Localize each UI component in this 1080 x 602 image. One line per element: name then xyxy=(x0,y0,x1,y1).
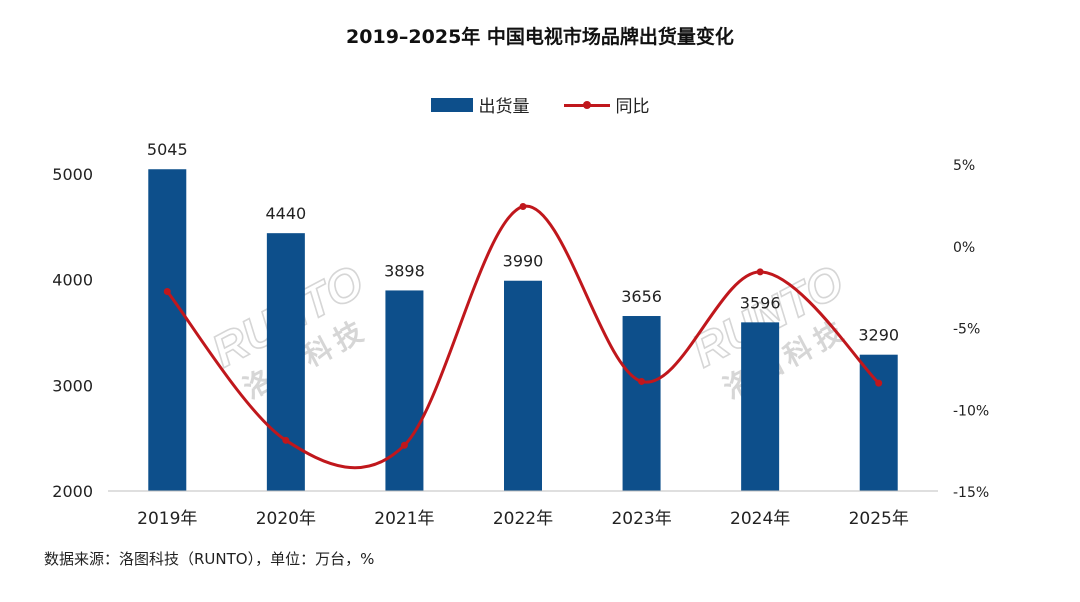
x-tick-label: 2025年 xyxy=(849,509,909,529)
data-label-layer: 5045 4440 3898 3990 3656 3596 3290 xyxy=(147,140,899,344)
x-tick-label: 2024年 xyxy=(730,509,790,529)
y-right-tick-label: -15% xyxy=(953,485,989,501)
y-left-tick-label: 5000 xyxy=(52,165,93,184)
bar-value-label: 3898 xyxy=(384,261,425,280)
bar-2022年 xyxy=(504,280,542,491)
bar-value-label: 3656 xyxy=(621,287,662,306)
yoy-point-2025年 xyxy=(875,379,883,387)
bar-2025年 xyxy=(859,354,898,491)
legend: 出货量 同比 xyxy=(0,92,1080,117)
x-tick-label: 2020年 xyxy=(256,509,316,529)
bar-2020年 xyxy=(266,233,305,491)
yoy-point-2022年 xyxy=(519,203,527,211)
bar-2024年 xyxy=(741,322,780,491)
yoy-point-2024年 xyxy=(756,268,764,276)
bar-value-label: 3990 xyxy=(503,252,544,271)
yoy-point-2020年 xyxy=(282,436,290,444)
bar-2023年 xyxy=(622,316,661,491)
y-right-tick-label: -5% xyxy=(953,322,980,338)
chart-title: 2019–2025年 中国电视市场品牌出货量变化 xyxy=(346,26,734,48)
bar-2019年 xyxy=(148,169,187,491)
line-series xyxy=(163,203,883,470)
yoy-point-2023年 xyxy=(638,377,646,385)
bar-value-label: 5045 xyxy=(147,140,188,159)
legend-item-shipments: 出货量 xyxy=(430,92,530,117)
axis-layer: 2019年 2020年 2021年 2022年 2023年 2024年 2025年 2000 3… xyxy=(52,158,989,529)
y-left-tick-label: 3000 xyxy=(52,376,93,395)
yoy-point-2019年 xyxy=(163,288,171,296)
legend-line-swatch xyxy=(563,98,610,112)
y-right-tick-label: 0% xyxy=(953,240,975,256)
x-tick-label: 2022年 xyxy=(493,509,553,529)
bar-value-label: 4440 xyxy=(265,204,306,223)
x-tick-label: 2021年 xyxy=(374,509,434,529)
bar-value-label: 3290 xyxy=(858,326,899,345)
x-tick-label: 2019年 xyxy=(137,509,197,529)
bar-2021年 xyxy=(385,290,424,491)
legend-item-yoy: 同比 xyxy=(563,92,650,117)
legend-bar-swatch xyxy=(430,97,473,112)
x-tick-label: 2023年 xyxy=(611,509,671,529)
y-right-tick-label: 5% xyxy=(953,158,975,174)
y-right-tick-label: -10% xyxy=(953,403,989,419)
legend-label-shipments: 出货量 xyxy=(478,97,530,117)
legend-label-yoy: 同比 xyxy=(615,97,650,117)
yoy-point-2021年 xyxy=(400,441,408,449)
source-note: 数据来源：洛图科技（RUNTO），单位：万台，% xyxy=(44,550,375,568)
y-left-tick-label: 2000 xyxy=(52,482,93,501)
bar-value-label: 3596 xyxy=(740,293,781,312)
y-left-tick-label: 4000 xyxy=(52,271,93,290)
